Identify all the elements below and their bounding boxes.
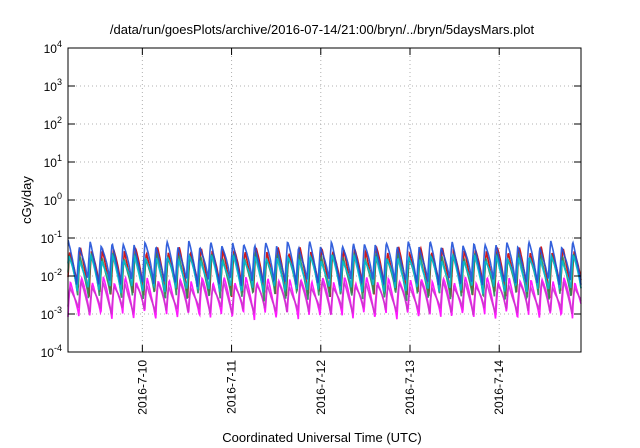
series-line [67, 252, 582, 295]
y-tick-label: 10-3 [41, 305, 62, 322]
y-tick-label: 10-4 [41, 343, 62, 360]
grid [68, 48, 581, 352]
y-axis-label: cGy/day [19, 176, 34, 224]
series-line [67, 238, 582, 287]
y-tick-label: 104 [44, 39, 62, 56]
y-tick-label: 101 [44, 153, 62, 170]
chart-title: /data/run/goesPlots/archive/2016-07-14/2… [110, 22, 535, 37]
series-line [67, 278, 582, 316]
y-tick-label: 10-1 [41, 229, 62, 246]
x-tick-label: 2016-7-11 [225, 360, 239, 414]
x-axis-label: Coordinated Universal Time (UTC) [222, 430, 421, 445]
y-axis: 10-4 10-3 10-2 10-1 100 101 102 103 104 [41, 39, 581, 360]
x-axis: 2016-7-10 2016-7-11 2016-7-12 2016-7-13 2016… [135, 48, 506, 415]
x-tick-label: 2016-7-13 [403, 360, 417, 415]
y-tick-label: 102 [44, 115, 62, 132]
x-tick-label: 2016-7-12 [314, 360, 328, 415]
y-tick-label: 100 [44, 191, 62, 208]
y-tick-label: 10-2 [41, 267, 62, 284]
x-tick-label: 2016-7-14 [492, 360, 506, 415]
series-layer [67, 238, 582, 321]
y-tick-label: 103 [44, 77, 62, 94]
x-tick-label: 2016-7-10 [135, 360, 149, 415]
